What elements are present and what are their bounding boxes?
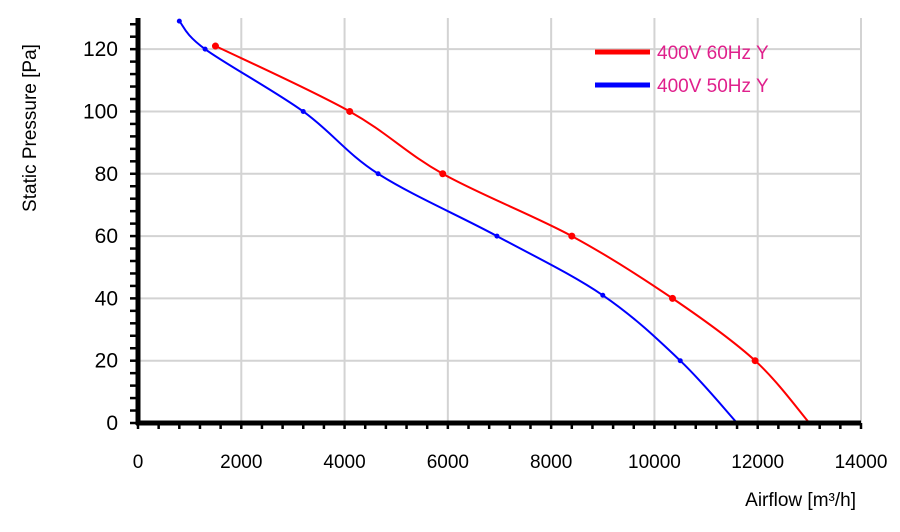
legend-label: 400V 50Hz Y (657, 76, 769, 97)
legend: 400V 60Hz Y 400V 50Hz Y (595, 43, 769, 97)
x-tick-label: 6000 (427, 452, 469, 473)
series-line (215, 45, 811, 424)
x-axis-label: Airflow [m³/h] (745, 490, 856, 511)
data-point (439, 170, 447, 178)
y-tick-label: 0 (106, 412, 118, 435)
tick-labels: 0 2000 4000 6000 8000 10000 12000 14000 0 20 40 60 8… (83, 38, 887, 473)
y-tick-label: 120 (83, 38, 118, 61)
y-tick-label: 100 (83, 100, 118, 123)
x-tick-label: 14000 (835, 452, 888, 473)
data-point (202, 46, 208, 52)
x-tick-label: 12000 (731, 452, 784, 473)
data-point (211, 42, 219, 50)
data-point (375, 171, 381, 177)
y-tick-label: 60 (95, 225, 118, 248)
y-tick-label: 20 (95, 350, 118, 373)
x-tick-label: 10000 (628, 452, 681, 473)
grid (138, 18, 862, 423)
data-point (669, 294, 677, 302)
x-tick-label: 4000 (323, 452, 365, 473)
axes (130, 18, 863, 429)
data-point (751, 357, 759, 365)
y-tick-label: 40 (95, 287, 118, 310)
legend-label: 400V 60Hz Y (657, 43, 769, 64)
data-point (300, 108, 306, 114)
data-point (677, 358, 683, 364)
y-tick-label: 80 (95, 163, 118, 186)
y-axis-label: Static Pressure [Pa] (20, 44, 41, 212)
series-layer (176, 18, 811, 424)
data-point (346, 107, 354, 115)
data-point (568, 232, 576, 240)
x-tick-label: 0 (133, 452, 144, 473)
series-line (178, 20, 738, 424)
data-point (176, 18, 182, 24)
data-point (600, 292, 606, 298)
x-tick-label: 2000 (220, 452, 262, 473)
x-tick-label: 8000 (530, 452, 572, 473)
data-point (494, 233, 500, 239)
